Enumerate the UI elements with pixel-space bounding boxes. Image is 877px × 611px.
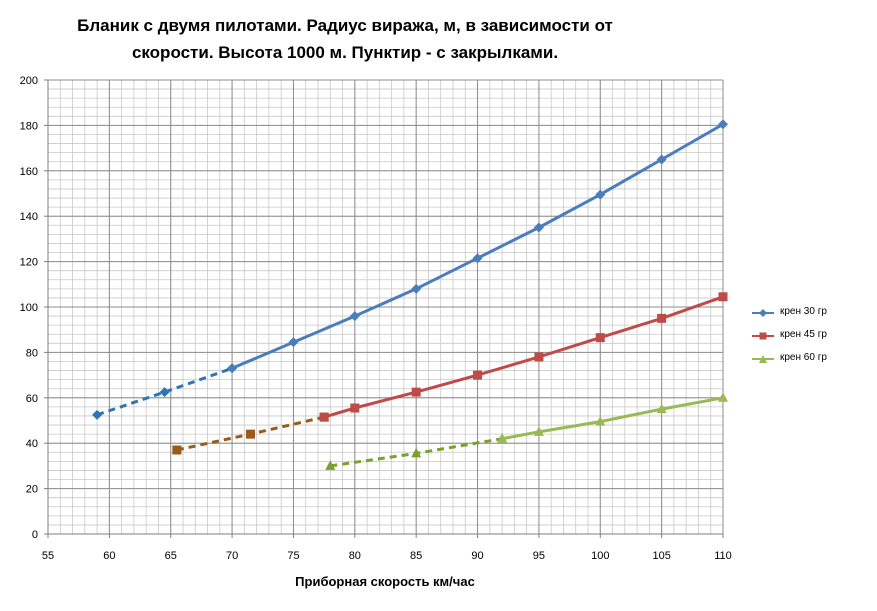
series-1-point (718, 119, 728, 130)
legend-label-series-3: крен 60 гр (780, 352, 827, 363)
legend-item-series-3: крен 60 гр (752, 351, 862, 374)
series-2-point (411, 387, 421, 397)
series-2-point (595, 333, 605, 343)
series-3-point (533, 426, 544, 436)
series-2-point (319, 412, 329, 422)
y-tick-label: 0 (32, 529, 38, 541)
series-1-point (288, 337, 299, 348)
x-tick-label: 65 (165, 550, 177, 562)
y-tick-label: 40 (26, 438, 38, 450)
series-1-point (227, 363, 238, 374)
series-1-point (349, 311, 360, 322)
x-axis-label: Приборная скорость км/час (295, 574, 475, 589)
series-2-point (534, 352, 544, 362)
legend-triangle-marker-icon (759, 355, 767, 363)
y-tick-label: 140 (20, 211, 38, 223)
x-tick-label: 110 (714, 550, 732, 562)
x-tick-label: 95 (533, 550, 545, 562)
series-2-point (473, 370, 483, 380)
legend-item-series-1: крен 30 гр (752, 305, 862, 328)
legend-square-marker-icon (759, 332, 767, 340)
series-1-dashed-point (92, 409, 103, 420)
x-tick-label: 105 (652, 550, 670, 562)
series-3-point (656, 403, 667, 414)
series-3-dashed-point (325, 460, 336, 470)
legend-item-series-2: крен 45 гр (752, 328, 862, 351)
y-tick-label: 180 (20, 120, 38, 132)
series-2-point (718, 292, 728, 302)
x-tick-label: 75 (287, 550, 299, 562)
x-tick-label: 70 (226, 550, 238, 562)
legend-label-series-2: крен 45 гр (780, 329, 827, 340)
y-tick-label: 200 (20, 75, 38, 87)
series-1-point (656, 154, 667, 165)
series-3-point (497, 433, 508, 443)
legend-diamond-marker-icon (759, 309, 767, 317)
x-tick-label: 80 (349, 550, 361, 562)
series-1-point (595, 189, 606, 200)
y-tick-label: 60 (26, 393, 38, 405)
y-tick-label: 100 (20, 302, 38, 314)
series-3-point (595, 416, 606, 426)
series-1-point (533, 222, 544, 233)
x-tick-label: 60 (103, 550, 115, 562)
legend: крен 30 гр крен 45 гр крен 60 гр (752, 305, 862, 374)
legend-label-series-1: крен 30 гр (780, 306, 827, 317)
y-tick-label: 80 (26, 347, 38, 359)
series-3-dashed-point (411, 447, 422, 458)
series-2-dashed-point (172, 445, 182, 455)
series-2-dashed-point (246, 429, 255, 439)
x-tick-label: 100 (591, 550, 609, 562)
series-1-dashed-point (159, 387, 170, 398)
x-tick-label: 90 (471, 550, 483, 562)
series-1-point (411, 283, 422, 294)
x-tick-label: 55 (42, 550, 54, 562)
series-2-point (657, 313, 667, 323)
x-tick-label: 85 (410, 550, 422, 562)
chart-title-line-2: скорости. Высота 1000 м. Пунктир - с зак… (131, 43, 559, 62)
y-tick-label: 120 (20, 257, 38, 269)
series-2-solid-line (323, 295, 724, 419)
series-2-point (350, 403, 360, 413)
y-tick-label: 160 (20, 166, 38, 178)
y-tick-label: 20 (26, 484, 38, 496)
series-3-point (718, 392, 728, 402)
chart-title-line-1: Бланик с двумя пилотами. Радиус виража, … (77, 16, 613, 35)
series-1-point (472, 253, 483, 264)
